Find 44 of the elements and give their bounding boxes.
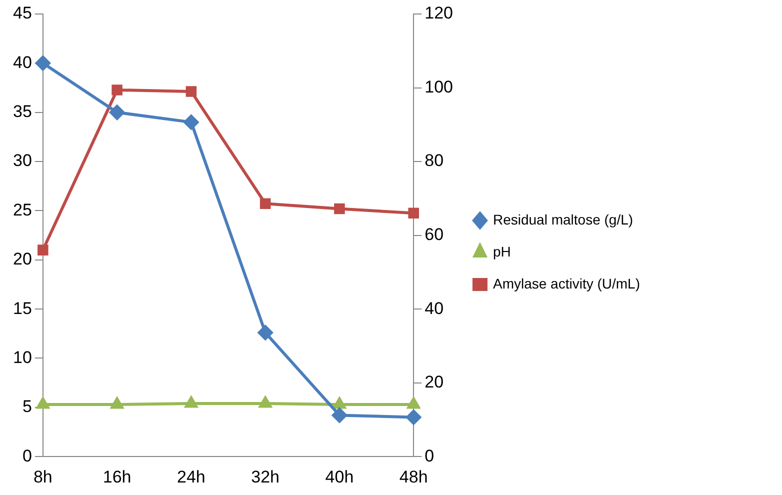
point <box>407 397 420 409</box>
y-tick-label: 20 <box>12 250 32 269</box>
x-tick-label: 8h <box>33 467 52 486</box>
point <box>408 208 420 219</box>
legend-label: Residual maltose (g/L) <box>492 211 634 228</box>
point <box>332 408 347 423</box>
y2-tick-label: 20 <box>424 372 444 392</box>
y2-tick-label: 60 <box>424 224 444 244</box>
point <box>334 203 345 214</box>
point <box>184 114 199 130</box>
y-tick-label: 10 <box>12 348 32 367</box>
point <box>259 396 272 408</box>
y-tick-label: 25 <box>12 200 32 220</box>
x-tick-label: 24h <box>177 467 206 486</box>
x-tick-label: 40h <box>325 467 354 486</box>
point <box>110 104 125 120</box>
y-tick-label: 35 <box>12 102 32 122</box>
point <box>36 397 50 409</box>
legend-label: Amylase activity (U/mL) <box>492 275 640 292</box>
point <box>110 397 124 409</box>
y2-tick-label: 0 <box>424 446 434 466</box>
point <box>186 86 197 97</box>
y-tick-label: 15 <box>12 298 32 318</box>
point <box>184 396 198 408</box>
y-tick-label: 5 <box>22 397 32 416</box>
x-tick-label: 16h <box>102 467 132 486</box>
y-tick-label: 40 <box>12 52 32 72</box>
y2-tick-label: 100 <box>424 77 453 96</box>
legend-label: pH <box>492 243 511 260</box>
point <box>112 84 122 96</box>
x-tick-label: 32h <box>251 467 280 486</box>
x-tick-label: 48h <box>399 467 428 486</box>
point <box>260 198 271 209</box>
y2-tick-label: 80 <box>424 151 444 170</box>
y-tick-label: 30 <box>12 151 32 170</box>
y-tick-label: 45 <box>12 4 32 23</box>
point <box>35 56 50 71</box>
y-tick-label: 0 <box>22 446 32 466</box>
point <box>333 397 346 409</box>
point <box>258 325 273 340</box>
y2-tick-label: 120 <box>424 4 453 23</box>
point <box>406 410 422 425</box>
y2-tick-label: 40 <box>424 298 444 318</box>
point <box>38 244 48 256</box>
